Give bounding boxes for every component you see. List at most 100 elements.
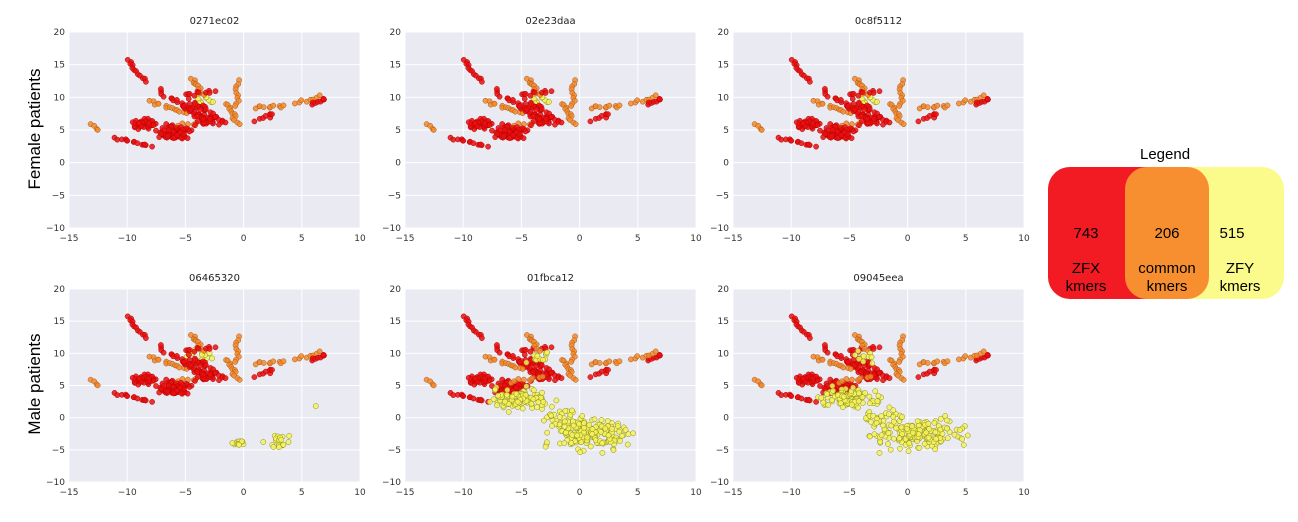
- zfx-point: [858, 369, 865, 375]
- zfy-point: [885, 411, 892, 418]
- zfx-point: [522, 91, 529, 97]
- points: [751, 56, 991, 150]
- common-point: [924, 104, 931, 111]
- zfx-point: [269, 367, 275, 373]
- zfx-point: [558, 119, 565, 126]
- common-point: [236, 376, 243, 383]
- zfy-point: [899, 431, 906, 437]
- x-tick-label: −10: [782, 234, 801, 244]
- legend-zfx-count: 743: [1073, 225, 1099, 242]
- zfx-point: [520, 135, 527, 142]
- zfx-point: [485, 143, 491, 150]
- zfx-point: [160, 127, 167, 134]
- y-tick-label: 0: [59, 159, 65, 169]
- y-tick-label: −5: [388, 191, 401, 201]
- zfy-point: [598, 417, 605, 423]
- zfx-point: [855, 92, 862, 99]
- zfy-point: [898, 424, 905, 431]
- zfy-point: [964, 432, 971, 439]
- y-tick-label: −5: [716, 191, 729, 201]
- zfy-point: [605, 432, 612, 439]
- zfy-point: [505, 409, 512, 415]
- zfx-point: [915, 374, 922, 380]
- x-tick-label: 0: [577, 488, 583, 498]
- common-point: [758, 382, 765, 389]
- common-point: [280, 102, 287, 109]
- zfx-point: [824, 93, 831, 100]
- zfx-point: [851, 362, 858, 369]
- zfx-point: [124, 137, 131, 144]
- zfy-point: [276, 444, 282, 451]
- zfy-point: [944, 417, 950, 424]
- zfx-point: [195, 89, 202, 96]
- zfx-point: [587, 118, 594, 125]
- zfy-point: [519, 405, 526, 412]
- zfx-point: [587, 374, 594, 380]
- zfy-point: [286, 432, 293, 439]
- zfy-point: [490, 396, 497, 403]
- zfy-point: [852, 352, 858, 358]
- zfx-point: [510, 353, 516, 359]
- zfx-point: [197, 362, 203, 369]
- zfx-point: [915, 118, 922, 125]
- common-point: [260, 104, 267, 111]
- zfy-point: [530, 387, 537, 394]
- zfx-point: [834, 128, 841, 135]
- zfy-point: [951, 431, 958, 438]
- zfy-point: [899, 414, 905, 420]
- y-tick-label: 15: [718, 61, 729, 71]
- zfy-point: [229, 440, 236, 446]
- zfy-point: [503, 391, 510, 398]
- zfy-point: [874, 99, 880, 105]
- zfy-point: [914, 418, 921, 425]
- x-tick-label: 0: [241, 234, 247, 244]
- zfx-point: [134, 395, 141, 402]
- zfx-point: [542, 90, 549, 96]
- y-tick-label: 10: [54, 93, 66, 103]
- zfy-point: [849, 401, 855, 408]
- zfy-point: [825, 402, 832, 408]
- common-point: [316, 348, 323, 355]
- y-tick-label: 20: [718, 285, 730, 295]
- zfy-point: [860, 353, 867, 359]
- common-point: [980, 92, 987, 99]
- x-tick-label: −15: [60, 488, 79, 498]
- y-tick-label: 15: [718, 317, 729, 327]
- x-tick-label: −10: [782, 488, 801, 498]
- zfx-point: [470, 395, 477, 402]
- zfy-point: [904, 425, 910, 432]
- zfy-point: [915, 431, 922, 437]
- common-point: [758, 127, 765, 133]
- zfy-point: [870, 412, 876, 419]
- zfx-point: [861, 106, 867, 113]
- zfx-point: [174, 97, 180, 103]
- y-tick-label: 15: [390, 61, 401, 71]
- zfx-point: [145, 375, 152, 382]
- zfx-point: [158, 86, 164, 92]
- zfx-point: [834, 135, 841, 141]
- zfy-point: [548, 412, 555, 419]
- common-point: [900, 121, 907, 128]
- zfx-point: [845, 359, 851, 366]
- common-point: [819, 356, 826, 363]
- zfy-point: [569, 432, 576, 438]
- zfx-point: [477, 396, 484, 403]
- zfx-point: [656, 351, 663, 358]
- x-tick-label: −5: [515, 234, 528, 244]
- y-tick-label: −10: [710, 224, 729, 234]
- x-tick-label: 5: [635, 234, 641, 244]
- zfy-point: [581, 420, 587, 426]
- zfx-point: [807, 78, 813, 85]
- common-point: [94, 382, 101, 389]
- zfy-point: [886, 404, 893, 411]
- zfx-point: [170, 384, 177, 390]
- y-tick-label: −5: [716, 446, 729, 456]
- zfy-point: [542, 443, 549, 450]
- zfx-point: [192, 357, 199, 364]
- zfx-point: [184, 135, 191, 142]
- zfy-point: [878, 432, 885, 439]
- zfy-point: [540, 399, 547, 405]
- common-point: [512, 108, 519, 115]
- zfx-point: [548, 88, 555, 95]
- zfx-point: [181, 103, 187, 110]
